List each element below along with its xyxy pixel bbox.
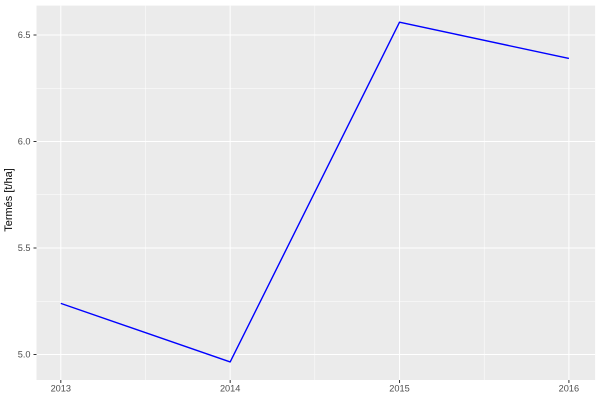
svg-text:2014: 2014 bbox=[220, 384, 240, 394]
svg-text:5.5: 5.5 bbox=[18, 243, 31, 253]
svg-text:6.0: 6.0 bbox=[18, 136, 31, 146]
svg-text:5.0: 5.0 bbox=[18, 349, 31, 359]
svg-text:Termés [t/ha]: Termés [t/ha] bbox=[3, 168, 15, 232]
svg-text:2016: 2016 bbox=[559, 384, 579, 394]
svg-text:2015: 2015 bbox=[389, 384, 409, 394]
svg-text:2013: 2013 bbox=[51, 384, 71, 394]
svg-text:6.5: 6.5 bbox=[18, 30, 31, 40]
